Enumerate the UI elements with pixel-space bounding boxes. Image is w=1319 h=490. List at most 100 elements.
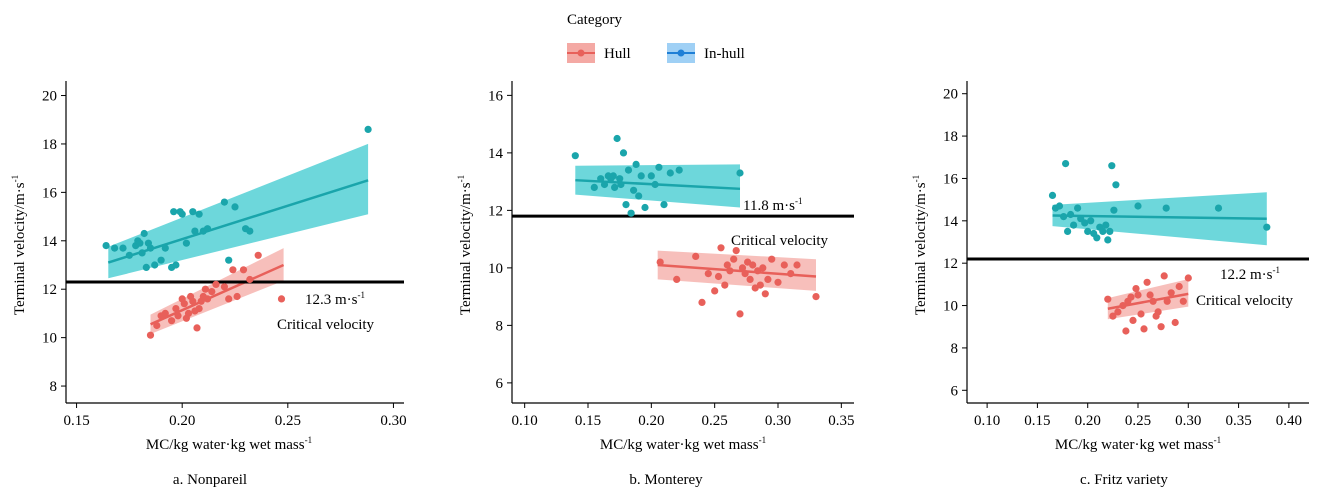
panel-c-hull-point (1134, 291, 1142, 299)
panel-a-y-tick-label: 18 (42, 137, 57, 153)
panel-c-in-hull-point (1074, 204, 1082, 212)
panel-c-x-tick-label: 0.40 (1276, 413, 1302, 429)
panel-b-in-hull-point (611, 183, 619, 191)
panel-a-hull-point (172, 305, 180, 313)
panel-a-in-hull-point (161, 244, 169, 252)
panel-c-hull-point (1137, 310, 1145, 318)
panel-a-hull-point (254, 251, 262, 259)
panel-c-x-tick-label: 0.20 (1075, 413, 1101, 429)
panel-a-in-hull-point (119, 244, 127, 252)
panel-a-in-hull-point (364, 125, 372, 133)
panel-a-critical-label: 12.3 m·s-1 (305, 290, 365, 308)
panel-a-in-hull-point (142, 263, 150, 271)
panel-a-y-tick-label: 20 (42, 89, 57, 105)
panel-c-critical-label: 12.2 m·s-1 (1220, 265, 1280, 283)
panel-c-hull-point (1184, 274, 1192, 282)
panel-a-hull-point (180, 300, 188, 308)
panel-b-xlabel: MC/kg water·kg wet mass-1 (600, 435, 766, 453)
panel-c-in-hull-point (1060, 213, 1068, 221)
panel-a-hull-fit-line (149, 263, 285, 326)
panel-c-in-hull-point (1214, 204, 1223, 212)
panel-b-x-tick-label: 0.10 (512, 413, 538, 429)
panel-c-y-tick-label: 6 (951, 383, 959, 399)
legend-entry-in-hull: In-hull (667, 43, 745, 63)
panel-c-y-tick-label: 10 (943, 299, 958, 315)
panel-a-hull-point (246, 275, 254, 284)
panel-b-hull-point (730, 255, 738, 263)
panel-b-in-hull-point (660, 201, 668, 209)
panel-b-x-tick-label: 0.15 (575, 413, 601, 429)
panel-a-hull-point (153, 321, 161, 330)
panel-c-hull-point (1129, 316, 1137, 324)
panel-c-y-tick-label: 12 (943, 256, 958, 272)
panel-a-ylabel: Terminal velocity/m·s-1 (10, 175, 28, 315)
panel-c-in-hull-point (1110, 206, 1118, 214)
panel-c-hull-point (1104, 295, 1112, 303)
panel-c-x-tick-label: 0.10 (974, 413, 1000, 429)
legend-hull-marker (577, 49, 585, 57)
panel-b-in-hull-point (635, 192, 643, 200)
panel-a-hull-point (229, 266, 237, 274)
panel-c-in-hull-point (1087, 217, 1095, 225)
panel-b-in-hull-point (675, 166, 683, 174)
panel-c-in-hull-point (1134, 202, 1142, 210)
panel-c-plot: 6 8 10 12 14 16 18 20 0.10 0.15 0.20 0.25 0.30 0.35 0.… (943, 81, 1309, 429)
panel-a-in-hull-point (178, 210, 186, 218)
panel-a-in-hull-point (182, 239, 190, 247)
panel-a-in-hull-point (136, 239, 144, 247)
panel-a-x-tick-label: 0.20 (169, 413, 195, 429)
panel-b-in-hull-point (609, 172, 617, 180)
panel-b-caption: b. Monterey (629, 472, 703, 488)
panel-b-hull-point (723, 261, 731, 269)
panel-c: 6 8 10 12 14 16 18 20 0.10 0.15 0.20 0.25 0.30 0.35 0.… (911, 81, 1309, 488)
panel-a-x-tick-label: 0.30 (380, 413, 406, 429)
panel-c-y-tick-label: 18 (943, 129, 958, 145)
panel-b-in-hull-point (600, 180, 609, 189)
panel-c-y-tick-label: 8 (951, 341, 959, 357)
panel-c-hull-point (1149, 297, 1157, 305)
panel-a: 8 10 12 14 16 18 20 0.15 0.20 0.25 0.30 Terminal v… (10, 81, 407, 488)
panel-c-hull-point (1140, 325, 1148, 333)
panel-b-y-tick-label: 6 (496, 376, 504, 392)
panel-a-y-tick-label: 14 (42, 234, 58, 250)
panel-a-in-hull-point (191, 227, 199, 235)
panel-a-in-hull-point (140, 229, 148, 238)
panel-a-hull-point (208, 288, 216, 296)
panel-c-in-hull-confidence-band (1052, 192, 1267, 246)
panel-c-in-hull-point (1099, 227, 1107, 235)
panel-c-in-hull-point (1048, 191, 1057, 199)
panel-c-in-hull-point (1106, 227, 1114, 235)
panel-c-hull-point (1143, 278, 1151, 286)
panel-a-hull-point (212, 280, 220, 288)
panel-b-in-hull-point (619, 149, 628, 157)
panel-b-hull-point (717, 244, 725, 252)
panel-b-in-hull-point (613, 134, 621, 143)
panel-a-hull-point (195, 305, 203, 313)
legend: Category Hull In-hull (567, 12, 745, 63)
panel-a-critical-sublabel: Critical velocity (277, 317, 375, 333)
panel-c-y-tick-label: 16 (943, 171, 959, 187)
panel-a-in-hull-point (225, 256, 233, 264)
panel-b-in-hull-point (617, 180, 625, 189)
panel-c-hull-point (1171, 318, 1179, 327)
panel-a-in-hull-point (111, 244, 119, 252)
panel-b-x-tick-label: 0.35 (828, 413, 854, 429)
panel-b-hull-point (673, 275, 681, 283)
panel-c-in-hull-point (1093, 234, 1101, 242)
panel-c-caption: c. Fritz variety (1080, 472, 1168, 488)
panel-c-in-hull-point (1067, 210, 1075, 219)
panel-a-x-tick-label: 0.15 (63, 413, 89, 429)
panel-b-ylabel: Terminal velocity/m·s-1 (456, 175, 474, 315)
panel-a-hull-point (277, 295, 286, 303)
panel-c-x-tick-label: 0.35 (1225, 413, 1251, 429)
panel-b-hull-point (704, 270, 712, 278)
panel-a-in-hull-point (203, 225, 212, 233)
panel-b-hull-point (726, 267, 734, 275)
panel-c-in-hull-point (1162, 204, 1170, 212)
panel-b-hull-point (774, 278, 782, 286)
legend-hull-label: Hull (604, 46, 631, 62)
panel-b-in-hull-point (590, 183, 598, 191)
panel-c-in-hull-fit-line (1052, 214, 1267, 220)
panel-c-hull-point (1160, 272, 1168, 280)
panel-c-ylabel: Terminal velocity/m·s-1 (911, 175, 929, 315)
